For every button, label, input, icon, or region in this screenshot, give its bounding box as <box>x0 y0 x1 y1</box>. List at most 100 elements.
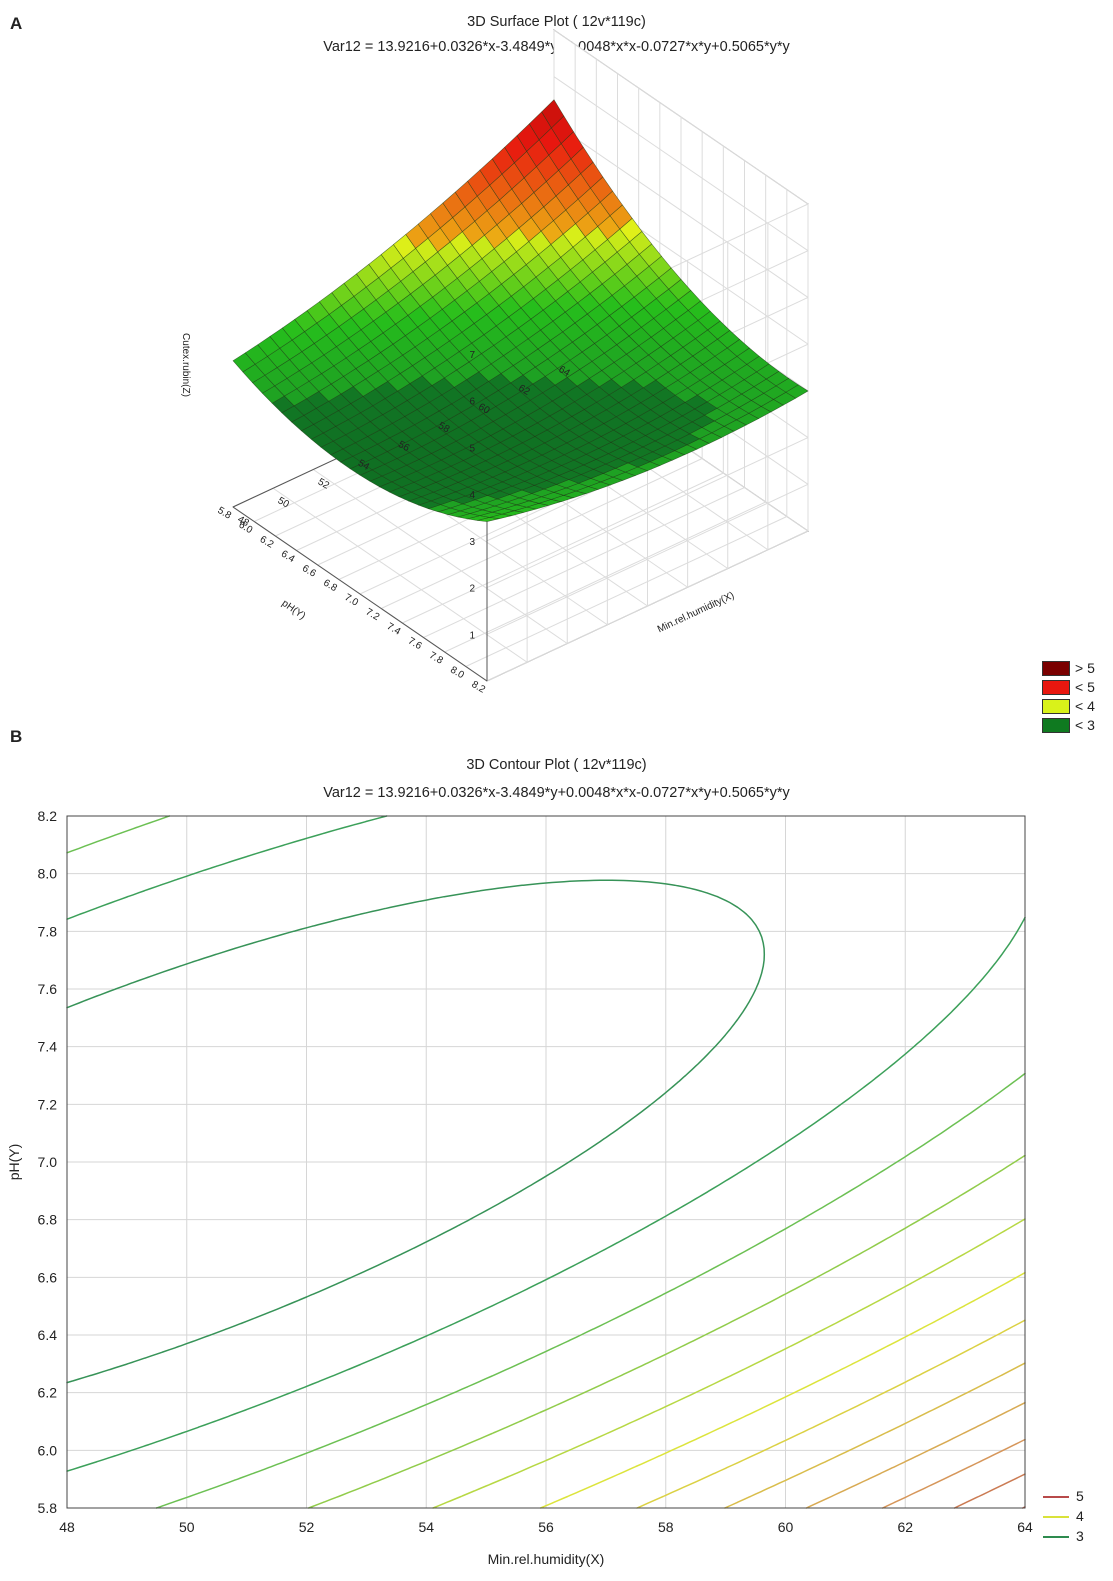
surface-gridline <box>423 487 745 638</box>
surface-y-tick-label: 7.6 <box>406 636 424 653</box>
surface-y-tick-label: 8.2 <box>469 679 487 696</box>
contour-line <box>66 879 766 1384</box>
legend-swatch <box>1042 661 1070 676</box>
surface-z-tick-label: 4 <box>469 490 475 501</box>
legend-swatch <box>1042 699 1070 714</box>
contour-x-tick-label: 60 <box>778 1519 794 1535</box>
contour-legend-item: 4 <box>1040 1507 1113 1527</box>
contour-y-tick-label: 6.2 <box>38 1385 58 1401</box>
surface-gridline <box>553 29 809 205</box>
surface-z-tick-label: 1 <box>469 630 475 641</box>
surface-y-tick-label: 7.4 <box>385 621 403 638</box>
contour-y-axis-label: pH(Y) <box>6 1144 22 1181</box>
legend-line <box>1043 1516 1069 1518</box>
contour-line <box>805 1401 1026 1509</box>
surface-legend-item: > 5 <box>1038 659 1113 678</box>
contour-legend-item: 5 <box>1040 1487 1113 1507</box>
surface-x-tick-label: 56 <box>396 439 412 454</box>
surface-axis-line <box>232 506 488 682</box>
surface-y-tick-label: 7.0 <box>342 592 360 609</box>
contour-x-tick-label: 54 <box>418 1519 434 1535</box>
contour-y-tick-label: 8.0 <box>38 866 58 882</box>
surface-y-tick-label: 8.0 <box>448 665 466 682</box>
surface-plot-title: 3D Surface Plot ( 12v*119c) <box>467 14 646 30</box>
legend-line <box>1043 1496 1069 1498</box>
surface-patch <box>541 99 565 129</box>
surface-legend-item: < 3 <box>1038 716 1113 735</box>
legend-label: < 5 <box>1075 679 1095 695</box>
panel-a-label: A <box>10 14 23 33</box>
contour-y-tick-label: 6.6 <box>38 1269 58 1285</box>
contour-line <box>539 1271 1026 1509</box>
contour-line <box>432 1218 1026 1509</box>
contour-y-tick-label: 8.2 <box>38 808 58 824</box>
contour-line <box>953 1473 1026 1509</box>
surface-y-tick-label: 6.4 <box>279 549 297 566</box>
legend-swatch <box>1042 680 1070 695</box>
legend-swatch <box>1042 718 1070 733</box>
surface-gridline <box>465 516 788 667</box>
legend-label: 4 <box>1076 1508 1084 1524</box>
contour-x-axis-label: Min.rel.humidity(X) <box>488 1551 605 1567</box>
contour-line <box>636 1319 1026 1509</box>
contour-y-tick-label: 6.4 <box>38 1327 58 1343</box>
contour-legend: 5 4 3 <box>1040 1487 1113 1547</box>
surface-legend: > 5 < 5 < 4 < 3 <box>1038 659 1113 735</box>
contour-plot: 48 50 52 54 56 58 60 62 64 5.8 6.0 6.2 6.4 6.6 6.8 7.0 7… <box>6 808 1033 1567</box>
surface-gridline <box>486 437 809 589</box>
surface-gridline <box>553 76 809 252</box>
surface-y-tick-label: 5.8 <box>215 505 233 522</box>
surface-y-tick-label: 6.8 <box>321 578 339 595</box>
legend-line <box>1043 1536 1069 1538</box>
contour-line <box>307 1154 1026 1509</box>
contour-y-tick-label: 7.2 <box>38 1096 58 1112</box>
surface-z-axis-label: Cutex.rubin(Z) <box>180 333 191 397</box>
surface-gridline <box>486 530 809 682</box>
panel-b-label: B <box>10 727 23 746</box>
surface-x-tick-label: 50 <box>276 495 292 510</box>
contour-x-tick-label: 62 <box>897 1519 913 1535</box>
contour-plot-frame <box>66 815 1026 1509</box>
contour-plot-title: 3D Contour Plot ( 12v*119c) <box>466 757 647 773</box>
surface-x-tick-label: 62 <box>516 383 532 398</box>
contour-line <box>66 815 1026 1509</box>
contour-y-tick-label: 7.8 <box>38 923 58 939</box>
surface-x-tick-label: 64 <box>557 364 573 379</box>
contour-legend-item: 3 <box>1040 1527 1113 1547</box>
surface-plot: 4850525456586062645.86.06.26.46.66.87.07… <box>180 29 810 696</box>
contour-line <box>881 1438 1026 1509</box>
surface-x-tick-label: 60 <box>476 402 492 417</box>
contour-x-tick-label: 56 <box>538 1519 554 1535</box>
surface-y-tick-label: 7.8 <box>427 650 445 667</box>
surface-gridline <box>553 123 809 298</box>
surface-gridline <box>444 501 766 653</box>
surface-y-axis-label: pH(Y) <box>280 598 308 622</box>
surface-x-tick-label: 58 <box>436 420 452 435</box>
contour-x-tick-label: 64 <box>1017 1519 1033 1535</box>
legend-label: < 4 <box>1075 698 1095 714</box>
surface-y-tick-label: 6.2 <box>258 534 276 551</box>
legend-label: > 5 <box>1075 660 1095 676</box>
surface-legend-item: < 5 <box>1038 678 1113 697</box>
legend-label: 3 <box>1076 1528 1084 1544</box>
surface-z-tick-label: 6 <box>469 397 475 408</box>
contour-x-tick-label: 58 <box>658 1519 674 1535</box>
contour-y-tick-label: 7.4 <box>38 1039 58 1055</box>
contour-y-tick-label: 7.0 <box>38 1154 58 1170</box>
surface-z-tick-label: 5 <box>469 443 475 454</box>
surface-z-tick-label: 2 <box>469 584 475 595</box>
surface-x-tick-label: 48 <box>236 514 252 529</box>
surface-z-tick-label: 7 <box>469 350 475 361</box>
surface-x-tick-label: 54 <box>356 458 372 473</box>
contour-y-tick-label: 6.8 <box>38 1212 58 1228</box>
contour-x-tick-label: 50 <box>179 1519 195 1535</box>
surface-y-tick-label: 7.2 <box>364 607 382 624</box>
contour-x-tick-label: 52 <box>299 1519 315 1535</box>
contour-plot-equation: Var12 = 13.9216+0.0326*x-3.4849*y+0.0048… <box>323 785 790 801</box>
contour-x-tick-label: 48 <box>59 1519 75 1535</box>
legend-label: < 3 <box>1075 717 1095 733</box>
surface-z-tick-label: 3 <box>469 537 475 548</box>
surface-gridline <box>402 472 724 624</box>
surface-mesh <box>232 99 809 522</box>
contour-y-tick-label: 6.0 <box>38 1442 58 1458</box>
